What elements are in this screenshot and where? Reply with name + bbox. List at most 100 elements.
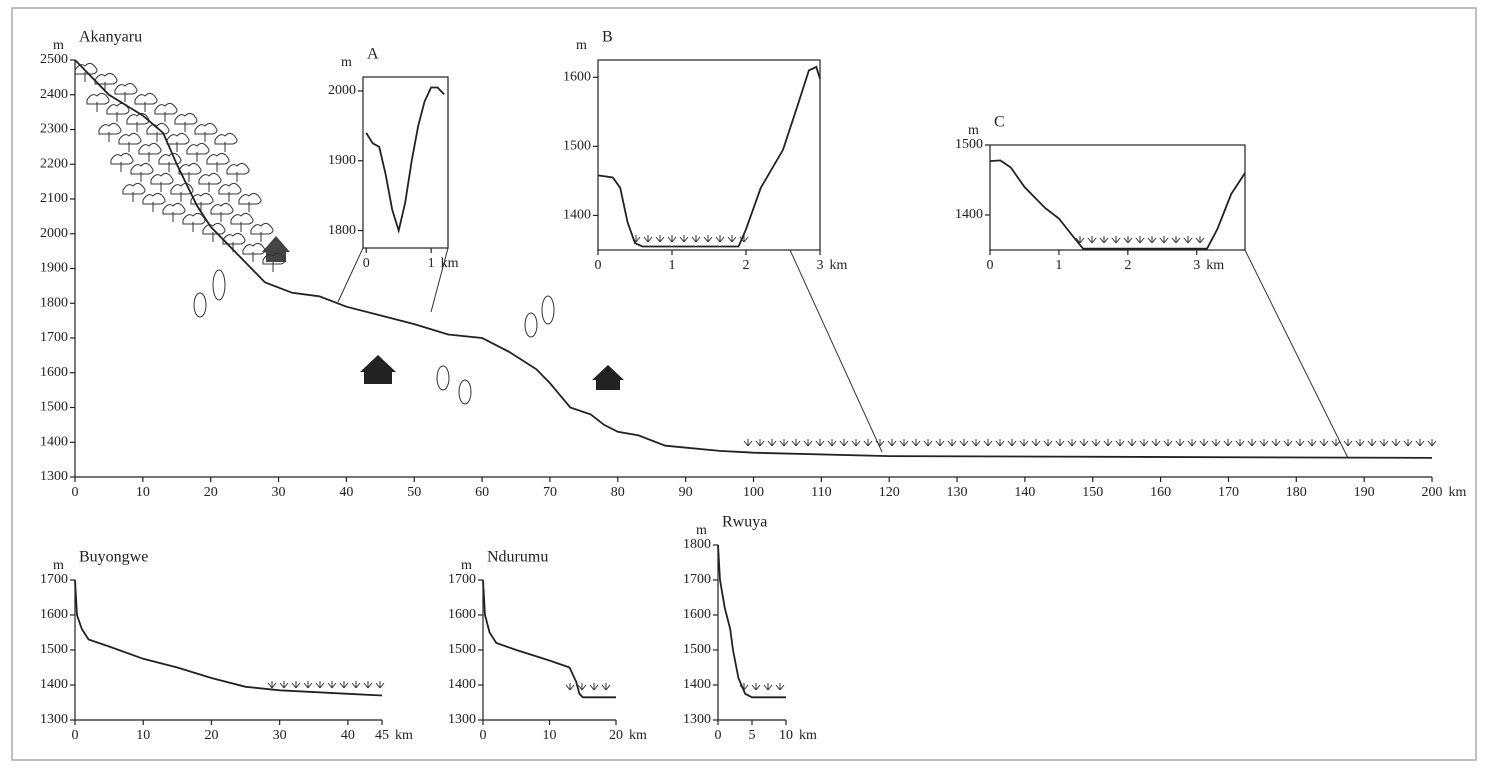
papyrus-plant	[875, 439, 885, 447]
tree-crown	[150, 172, 174, 192]
papyrus-plant	[267, 681, 277, 689]
y-tick-label: 1400	[40, 434, 68, 449]
tree-crown	[262, 252, 286, 272]
papyrus-plant	[1115, 439, 1125, 447]
papyrus-plant	[1139, 439, 1149, 447]
inset-frame	[362, 76, 449, 249]
papyrus-plant	[715, 235, 725, 243]
forest	[74, 62, 286, 272]
x-tick-label: 30	[273, 728, 287, 743]
papyrus-plant	[363, 681, 373, 689]
profile-line	[365, 86, 445, 235]
y-tick-label: 2300	[40, 122, 68, 137]
papyrus-plant	[279, 681, 289, 689]
tree-crown	[178, 162, 202, 182]
connector	[337, 247, 364, 303]
chart-title: C	[994, 114, 1005, 131]
profile-line	[74, 59, 1433, 459]
chart-title: Ndurumu	[487, 549, 548, 566]
papyrus-plant	[1211, 439, 1221, 447]
x-tick-label: 200	[1422, 485, 1443, 500]
hut	[262, 236, 290, 262]
tree	[541, 295, 555, 325]
y-tick-label: 1700	[683, 572, 711, 587]
y-tick-label: 1700	[40, 330, 68, 345]
x-tick-label: 10	[543, 728, 557, 743]
x-tick-label: 60	[475, 485, 489, 500]
x-tick-label: 50	[407, 485, 421, 500]
papyrus-plant	[743, 439, 753, 447]
tree-crown	[118, 132, 142, 152]
papyrus-plant	[1007, 439, 1017, 447]
x-tick-label: 0	[715, 728, 722, 743]
papyrus-plant	[1223, 439, 1233, 447]
x-tick-label: 30	[272, 485, 286, 500]
y-tick-label: 2400	[40, 87, 68, 102]
papyrus-plant	[667, 235, 677, 243]
x-tick-label: 120	[879, 485, 900, 500]
tree-crown	[182, 212, 206, 232]
y-tick-label: 1300	[40, 712, 68, 727]
papyrus-plant	[1235, 439, 1245, 447]
papyrus-plant	[691, 235, 701, 243]
tree	[524, 312, 538, 338]
y-tick-label: 1500	[448, 642, 476, 657]
x-unit: km	[395, 728, 413, 743]
papyrus-plant	[803, 439, 813, 447]
y-unit: m	[53, 38, 64, 53]
y-tick-label: 1800	[328, 223, 356, 238]
x-unit: km	[830, 258, 848, 273]
x-tick-label: 0	[595, 258, 602, 273]
papyrus-plant	[827, 439, 837, 447]
papyrus-plant	[375, 681, 385, 689]
y-tick-label: 1800	[683, 537, 711, 552]
y-tick-label: 1600	[683, 607, 711, 622]
y-tick-label: 1600	[563, 69, 591, 84]
x-tick-label: 130	[947, 485, 968, 500]
connectors	[337, 247, 1349, 459]
tree-crown	[86, 92, 110, 112]
papyrus-plant	[1247, 439, 1257, 447]
page-frame	[11, 7, 1477, 761]
tree	[436, 365, 450, 391]
papyrus-plant	[315, 681, 325, 689]
papyrus-plant	[655, 235, 665, 243]
illustrations	[74, 62, 1437, 691]
x-tick-label: 110	[811, 485, 831, 500]
x-tick-label: 10	[136, 728, 150, 743]
tree-crown	[114, 82, 138, 102]
papyrus-plant	[1295, 439, 1305, 447]
papyrus-plant	[1091, 439, 1101, 447]
papyrus-plant	[959, 439, 969, 447]
tree-crown	[122, 182, 146, 202]
connector	[430, 247, 449, 313]
y-tick-label: 1900	[328, 153, 356, 168]
papyrus-plant	[971, 439, 981, 447]
x-tick-label: 2	[1124, 258, 1131, 273]
x-tick-label: 0	[480, 728, 487, 743]
inset-frame	[597, 59, 821, 251]
y-unit: m	[341, 55, 352, 70]
papyrus-plant	[727, 235, 737, 243]
papyrus-plant	[1163, 439, 1173, 447]
papyrus-plant	[1135, 236, 1145, 244]
papyrus-plant	[1319, 439, 1329, 447]
y-tick-label: 1600	[40, 607, 68, 622]
x-tick-label: 1	[428, 256, 435, 271]
papyrus-plant	[1175, 439, 1185, 447]
chart-title: B	[602, 29, 613, 46]
x-tick-label: 0	[363, 256, 370, 271]
papyrus-plant	[1151, 439, 1161, 447]
papyrus-plant	[755, 439, 765, 447]
y-tick-label: 1500	[955, 137, 983, 152]
tree-crown	[98, 122, 122, 142]
x-tick-label: 40	[339, 485, 353, 500]
y-tick-label: 1800	[40, 295, 68, 310]
x-tick-label: 170	[1218, 485, 1239, 500]
tree-crown	[134, 92, 158, 112]
papyrus-plant	[1379, 439, 1389, 447]
y-tick-label: 1300	[40, 469, 68, 484]
papyrus-plant	[1355, 439, 1365, 447]
x-tick-label: 190	[1354, 485, 1375, 500]
papyrus-plant	[1367, 439, 1377, 447]
